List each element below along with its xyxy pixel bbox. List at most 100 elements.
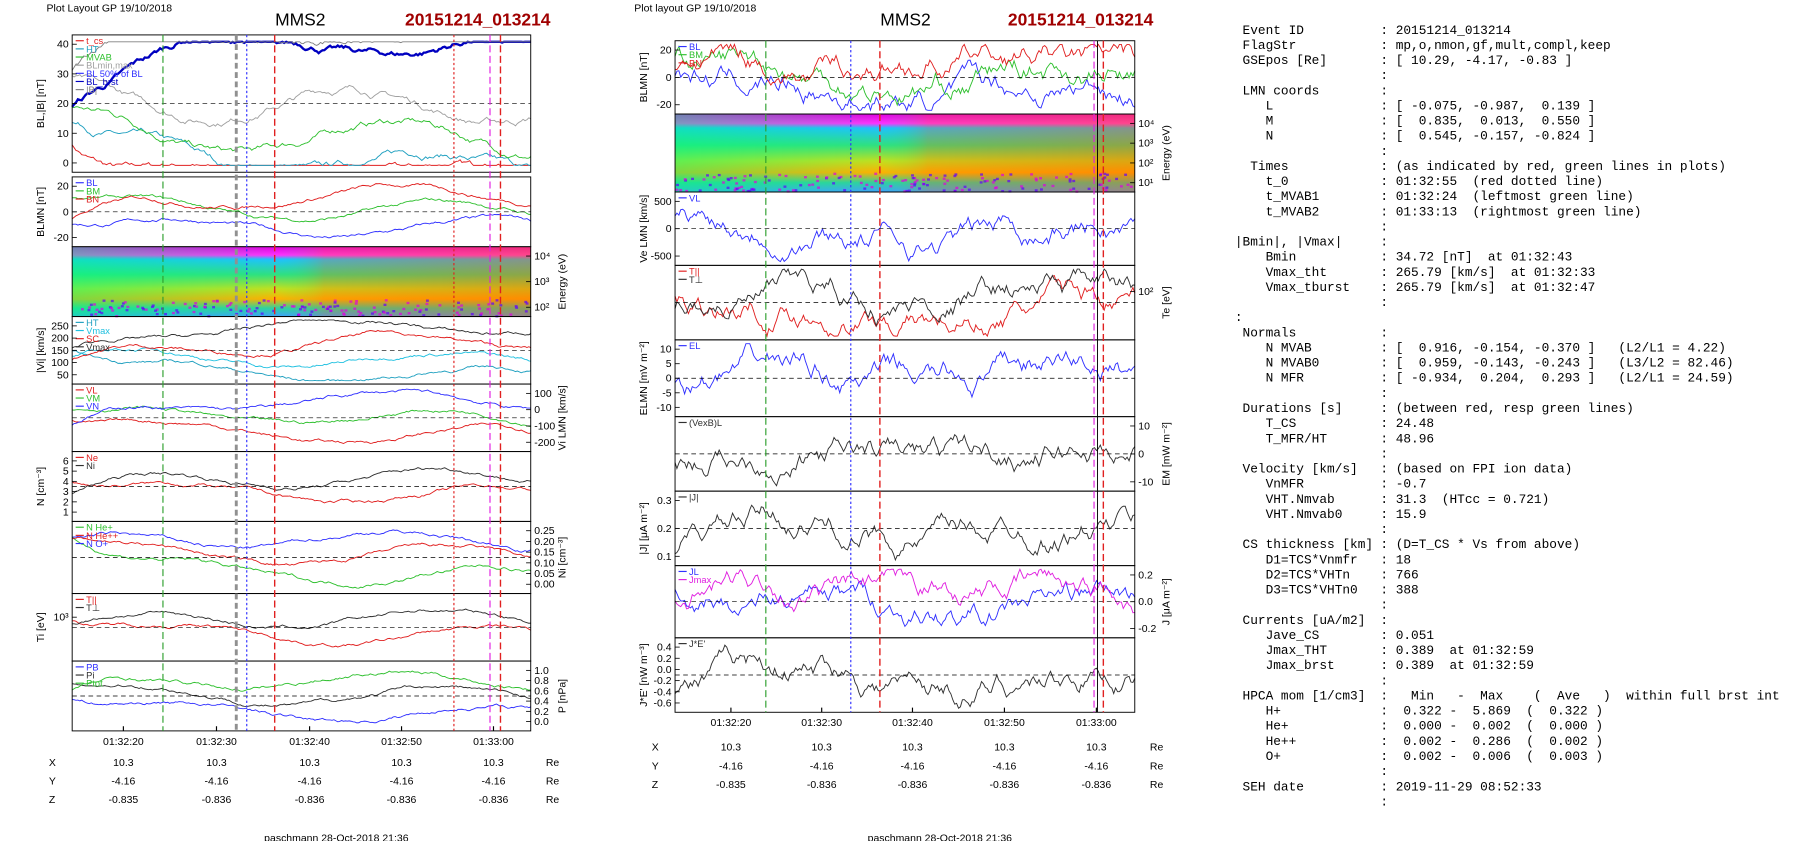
tick-label: 100: [51, 358, 69, 369]
spectrogram-speckle: [228, 303, 232, 306]
legend-label: EL: [689, 341, 700, 351]
legend-label: Vmax: [86, 326, 110, 336]
tick-label: 0.0: [534, 717, 549, 728]
panel: T||T⊥ 10³ Ti [eV]: [36, 593, 532, 662]
spectrogram-speckle: [740, 185, 744, 189]
spectrogram-speckle: [310, 310, 314, 313]
spectrogram-speckle: [807, 183, 811, 187]
coord-value: -0.836: [295, 795, 325, 806]
spectrogram-speckle: [679, 188, 683, 192]
spectrogram-speckle: [378, 313, 382, 316]
spectrogram-speckle: [437, 313, 441, 316]
tick-label: 10³: [54, 613, 70, 624]
coord-value: -0.836: [1082, 780, 1112, 791]
spectrogram-speckle: [753, 180, 757, 184]
spectrogram-speckle: [737, 186, 741, 190]
spectrogram-speckle: [1119, 185, 1123, 188]
legend-label: t_cs: [86, 36, 103, 46]
summary-key: t_0: [1235, 174, 1289, 189]
spectrogram-speckle: [995, 177, 999, 181]
x-tick-label: 01:32:40: [289, 737, 330, 748]
spectrogram-speckle: [691, 177, 695, 181]
spectrogram-speckle: [726, 186, 730, 189]
spectrogram-speckle: [735, 187, 739, 191]
spectrogram-speckle: [870, 185, 874, 189]
legend-label: J*E': [689, 639, 705, 649]
panel: T||T⊥ 10² Te [eV]: [674, 264, 1173, 341]
summary-value: : [ 0.959, -0.143, -0.243 ] (L3/L2 = 82.…: [1380, 356, 1733, 371]
tick-label: 20: [57, 182, 69, 193]
spectrogram-speckle: [880, 182, 884, 185]
spectrogram-speckle: [843, 189, 847, 192]
tick-label: 10: [1138, 421, 1150, 432]
legend-label: T||: [689, 267, 700, 277]
trace: [71, 418, 531, 445]
tick-label: 0.15: [534, 548, 555, 559]
spectrogram-speckle: [384, 299, 388, 302]
tick-label: 0: [1138, 449, 1144, 460]
spectrogram-speckle: [478, 307, 482, 310]
spectrogram-speckle: [953, 189, 957, 193]
trace: [674, 59, 1136, 112]
x-tick-label: 01:33:00: [1076, 718, 1117, 729]
tick-label: 150: [51, 346, 69, 357]
summary-value: : [ 0.545, -0.157, -0.824 ]: [1380, 129, 1595, 144]
spectrogram-speckle: [1072, 187, 1076, 190]
spectrogram-speckle: [373, 311, 377, 314]
summary-key: Normals: [1235, 325, 1296, 340]
spectrogram-speckle: [698, 189, 702, 192]
spectrogram-speckle: [1001, 190, 1005, 193]
tick-label: 10: [57, 129, 69, 140]
summary-key: D1=TCS*Vnmfr: [1235, 552, 1358, 567]
panel: 10⁴ 10³ 10² 10¹ Energy (eV): [674, 113, 1173, 193]
spectrogram-speckle: [889, 185, 893, 188]
coord-value: 10.3: [391, 758, 412, 769]
spectrogram-speckle: [416, 304, 420, 307]
coord-value: -0.835: [109, 795, 139, 806]
spectrogram-speckle: [321, 305, 325, 309]
spectrogram-speckle: [825, 176, 829, 179]
summary-key: N MVAB: [1235, 340, 1312, 355]
summary-key: Currents [uA/m2]: [1235, 613, 1366, 628]
summary-value: : 0.389 at 01:32:59: [1380, 643, 1534, 658]
trace: [674, 567, 1135, 614]
spectrogram-speckle: [93, 303, 96, 306]
legend-label: N He++: [86, 531, 118, 541]
tick-label: 0.10: [534, 558, 555, 569]
coord-value: 10.3: [994, 743, 1015, 754]
trace: [71, 319, 531, 349]
spectrogram-speckle: [491, 302, 495, 305]
spectrogram-speckle: [81, 308, 84, 311]
spectrogram-speckle: [1124, 173, 1128, 176]
tick-label: -0.4: [654, 687, 672, 698]
summary-value: : 15.9: [1380, 507, 1426, 522]
tick-label: -0.2: [1138, 624, 1156, 635]
spectrogram-speckle: [702, 178, 706, 181]
trace: [72, 529, 531, 553]
spectrogram-speckle: [1034, 189, 1038, 192]
spectrogram-speckle: [1034, 177, 1038, 180]
coord-value: -0.836: [202, 795, 232, 806]
trace: [674, 644, 1136, 709]
spectrogram-speckle: [960, 188, 964, 192]
legend-label: BLmin,max: [86, 61, 133, 71]
spectrogram-speckle: [953, 174, 957, 178]
summary-key: VHT.Nmvab: [1235, 492, 1335, 507]
spectrogram-speckle: [382, 311, 386, 314]
spectrogram-speckle: [915, 179, 919, 182]
spectrogram-speckle: [786, 190, 790, 193]
legend-label: Vmax: [86, 342, 110, 352]
tick-label: 3: [63, 487, 69, 498]
spectrogram-speckle: [199, 312, 203, 315]
spectrogram-speckle: [297, 313, 301, 316]
mission: MMS2: [275, 10, 325, 30]
spectrogram-speckle: [203, 305, 207, 309]
spectrogram-speckle: [910, 182, 914, 186]
tick-label: -200: [534, 438, 555, 449]
tick-label: 0.2: [534, 707, 549, 718]
tick-label: 0.6: [534, 686, 549, 697]
spectrogram-speckle: [525, 302, 529, 305]
coord-value: -0.835: [716, 780, 746, 791]
